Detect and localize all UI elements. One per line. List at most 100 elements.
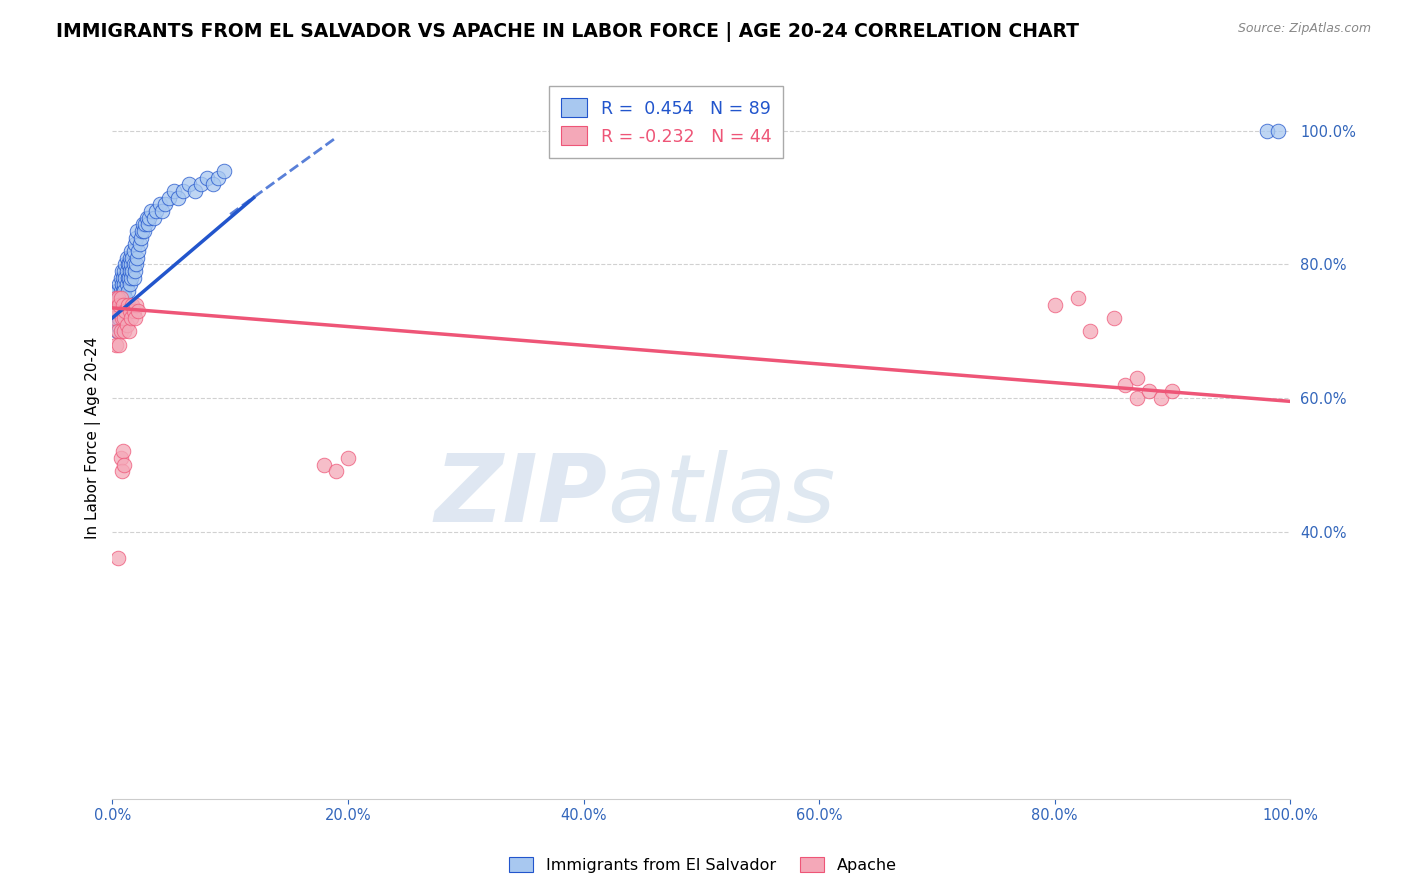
Point xyxy=(157,191,180,205)
Point xyxy=(105,291,128,305)
Point xyxy=(190,178,212,192)
Point xyxy=(108,297,131,311)
Point xyxy=(117,284,139,298)
Point xyxy=(134,218,156,232)
Point xyxy=(111,465,134,479)
Point xyxy=(110,324,132,338)
Point xyxy=(150,204,173,219)
Point xyxy=(201,178,224,192)
Point xyxy=(135,211,157,225)
Point xyxy=(107,324,129,338)
Point xyxy=(214,164,236,178)
Point xyxy=(125,257,148,271)
Point xyxy=(132,218,155,232)
Point xyxy=(120,310,142,325)
Point xyxy=(108,310,131,325)
Point xyxy=(1067,291,1090,305)
Point xyxy=(111,291,134,305)
Point xyxy=(108,277,131,292)
Point xyxy=(141,204,163,219)
Legend: R =  0.454   N = 89, R = -0.232   N = 44: R = 0.454 N = 89, R = -0.232 N = 44 xyxy=(548,87,783,158)
Point xyxy=(120,264,142,278)
Point xyxy=(136,218,159,232)
Point xyxy=(105,304,128,318)
Point xyxy=(131,224,153,238)
Point xyxy=(112,324,135,338)
Point xyxy=(120,257,142,271)
Point xyxy=(111,297,134,311)
Text: atlas: atlas xyxy=(607,450,835,541)
Point xyxy=(107,318,129,332)
Point xyxy=(105,304,128,318)
Point xyxy=(107,304,129,318)
Point xyxy=(129,231,152,245)
Point xyxy=(107,291,129,305)
Point xyxy=(114,304,136,318)
Point xyxy=(108,291,131,305)
Point xyxy=(336,451,359,466)
Point xyxy=(1114,377,1136,392)
Point xyxy=(118,257,141,271)
Point xyxy=(103,304,125,318)
Point xyxy=(127,251,149,265)
Point xyxy=(1043,297,1066,311)
Point xyxy=(104,291,127,305)
Point xyxy=(1126,391,1149,405)
Point xyxy=(117,297,139,311)
Point xyxy=(1161,384,1184,399)
Point xyxy=(145,204,167,219)
Point xyxy=(148,197,170,211)
Point xyxy=(104,337,127,351)
Point xyxy=(127,304,149,318)
Text: ZIP: ZIP xyxy=(434,450,607,541)
Point xyxy=(112,310,135,325)
Point xyxy=(111,264,134,278)
Point xyxy=(1137,384,1160,399)
Text: Source: ZipAtlas.com: Source: ZipAtlas.com xyxy=(1237,22,1371,36)
Point xyxy=(112,264,135,278)
Point xyxy=(110,304,132,318)
Point xyxy=(120,251,142,265)
Point xyxy=(115,277,138,292)
Point xyxy=(1150,391,1173,405)
Point xyxy=(325,465,347,479)
Point xyxy=(112,277,135,292)
Point xyxy=(117,270,139,285)
Point xyxy=(110,291,132,305)
Point xyxy=(103,297,125,311)
Point xyxy=(134,224,156,238)
Point xyxy=(118,324,141,338)
Point xyxy=(114,270,136,285)
Point xyxy=(104,310,127,325)
Point xyxy=(122,257,145,271)
Point xyxy=(120,304,142,318)
Point xyxy=(104,297,127,311)
Point xyxy=(121,264,143,278)
Point xyxy=(111,444,134,458)
Point xyxy=(124,310,146,325)
Point xyxy=(112,297,135,311)
Point xyxy=(124,237,146,252)
Point xyxy=(112,458,135,472)
Point xyxy=(1078,324,1101,338)
Point xyxy=(172,184,194,198)
Point xyxy=(207,170,229,185)
Point xyxy=(124,264,146,278)
Point xyxy=(118,270,141,285)
Point xyxy=(115,251,138,265)
Point xyxy=(105,324,128,338)
Point xyxy=(128,237,150,252)
Point xyxy=(138,211,160,225)
Point xyxy=(163,184,186,198)
Point xyxy=(195,170,218,185)
Point xyxy=(111,277,134,292)
Point xyxy=(120,244,142,258)
Point xyxy=(125,231,148,245)
Point xyxy=(127,244,149,258)
Point xyxy=(1126,371,1149,385)
Point xyxy=(104,291,127,305)
Point xyxy=(111,310,134,325)
Point xyxy=(121,297,143,311)
Point xyxy=(107,284,129,298)
Point xyxy=(314,458,336,472)
